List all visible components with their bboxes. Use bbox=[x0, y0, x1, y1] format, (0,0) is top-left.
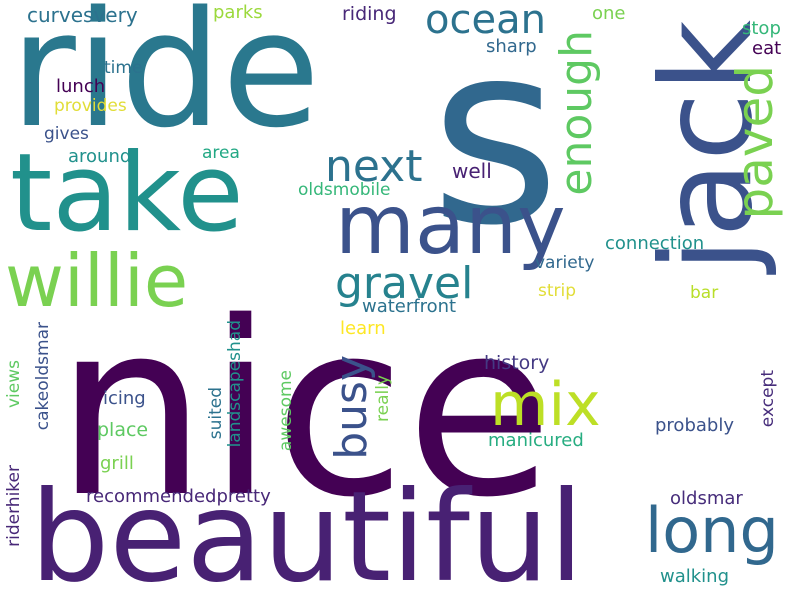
word-walking: walking bbox=[660, 566, 730, 587]
word-time: time bbox=[104, 58, 143, 78]
word-eat: eat bbox=[752, 38, 782, 59]
word-many: many bbox=[335, 178, 566, 273]
word-views: views bbox=[4, 360, 24, 409]
word-oldsmar: oldsmar bbox=[670, 488, 743, 509]
word-s: s bbox=[430, 0, 561, 280]
word-place: place bbox=[97, 419, 149, 441]
word-nice: nice bbox=[55, 270, 554, 550]
word-ride: ride bbox=[10, 0, 321, 163]
word-area: area bbox=[202, 143, 240, 163]
word-gives: gives bbox=[44, 124, 89, 144]
word-ocean: ocean bbox=[425, 0, 546, 43]
word-one: one bbox=[592, 3, 626, 24]
word-grill: grill bbox=[100, 453, 134, 474]
word-bar: bar bbox=[690, 283, 719, 303]
word-busy: busy bbox=[326, 355, 377, 460]
word-waterfront: waterfront bbox=[362, 296, 457, 317]
word-riding: riding bbox=[342, 3, 397, 25]
word-probably: probably bbox=[655, 415, 734, 436]
word-well: well bbox=[452, 159, 492, 183]
word-really: really bbox=[373, 375, 393, 422]
word-awesome: awesome bbox=[276, 370, 296, 452]
word-connection: connection bbox=[605, 233, 705, 254]
word-beautiful: beautiful bbox=[30, 465, 584, 600]
word-stop: stop bbox=[742, 18, 781, 39]
word-manicured: manicured bbox=[488, 430, 584, 451]
word-history: history bbox=[484, 352, 550, 374]
word-learn: learn bbox=[340, 318, 386, 339]
word-next: next bbox=[325, 141, 423, 192]
word-suited: suited bbox=[206, 387, 226, 440]
word-recommendedpretty: recommendedpretty bbox=[86, 486, 271, 507]
word-willie: willie bbox=[5, 239, 189, 323]
word-parks: parks bbox=[213, 2, 263, 23]
word-sharp: sharp bbox=[486, 36, 537, 57]
word-cakeoldsmar: cakeoldsmar bbox=[33, 322, 53, 431]
word-variety: variety bbox=[535, 253, 595, 273]
word-paved: paved bbox=[726, 65, 784, 220]
word-enough: enough bbox=[551, 30, 602, 196]
word-mix: mix bbox=[490, 370, 601, 440]
word-curvesvery: curvesvery bbox=[27, 3, 138, 27]
word-strip: strip bbox=[538, 281, 577, 301]
word-around: around bbox=[68, 146, 132, 167]
word-provides: provides bbox=[54, 96, 127, 116]
word-landscapeshad: landscapeshad bbox=[225, 320, 245, 448]
word-lunch: lunch bbox=[56, 76, 106, 97]
word-oldsmobile: oldsmobile bbox=[298, 180, 391, 200]
word-riderhiker: riderhiker bbox=[4, 465, 24, 547]
word-take: take bbox=[10, 131, 244, 256]
word-except: except bbox=[758, 370, 778, 428]
word-icing: icing bbox=[103, 388, 146, 409]
word-gravel: gravel bbox=[335, 258, 474, 309]
word-long: long bbox=[645, 494, 779, 567]
